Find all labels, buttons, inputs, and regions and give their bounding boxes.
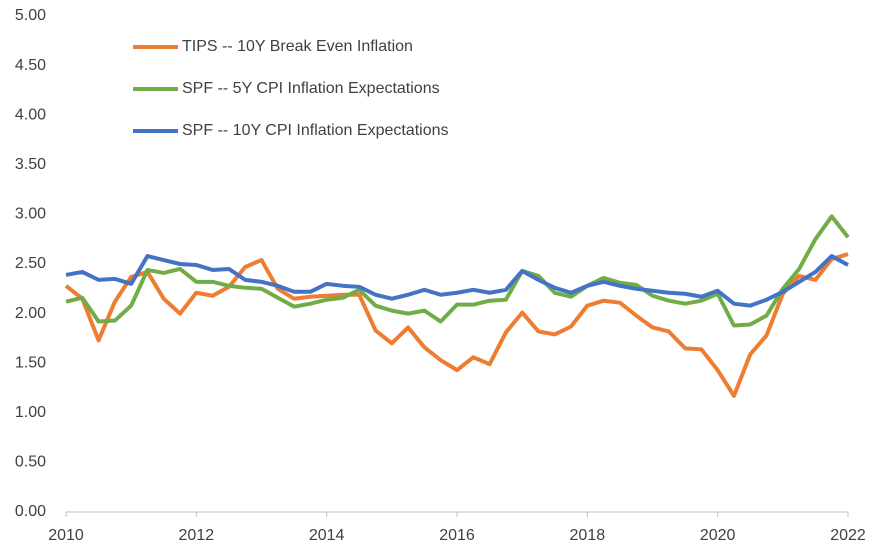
x-tick-label: 2014 (309, 527, 345, 544)
x-tick-label: 2016 (439, 527, 475, 544)
y-tick-label: 0.50 (15, 454, 46, 471)
y-tick-label: 0.00 (15, 503, 46, 520)
x-tick-label: 2020 (700, 527, 736, 544)
y-tick-label: 2.00 (15, 305, 46, 322)
x-tick-label: 2012 (179, 527, 215, 544)
x-tick-label: 2018 (570, 527, 606, 544)
x-tick-label: 2022 (830, 527, 866, 544)
series-line (64, 252, 849, 398)
legend-label: SPF -- 5Y CPI Inflation Expectations (182, 80, 440, 97)
y-tick-label: 3.00 (15, 206, 46, 223)
y-tick-label: 5.00 (15, 7, 46, 24)
series-line (65, 254, 849, 308)
series-line (65, 214, 850, 328)
x-tick-label: 2010 (48, 527, 84, 544)
y-tick-label: 1.50 (15, 354, 46, 371)
y-tick-label: 4.50 (15, 57, 46, 74)
legend-label: SPF -- 10Y CPI Inflation Expectations (182, 122, 449, 139)
y-tick-label: 2.50 (15, 255, 46, 272)
legend-label: TIPS -- 10Y Break Even Inflation (182, 38, 413, 55)
y-tick-label: 1.00 (15, 404, 46, 421)
y-tick-label: 4.00 (15, 106, 46, 123)
y-tick-label: 3.50 (15, 156, 46, 173)
